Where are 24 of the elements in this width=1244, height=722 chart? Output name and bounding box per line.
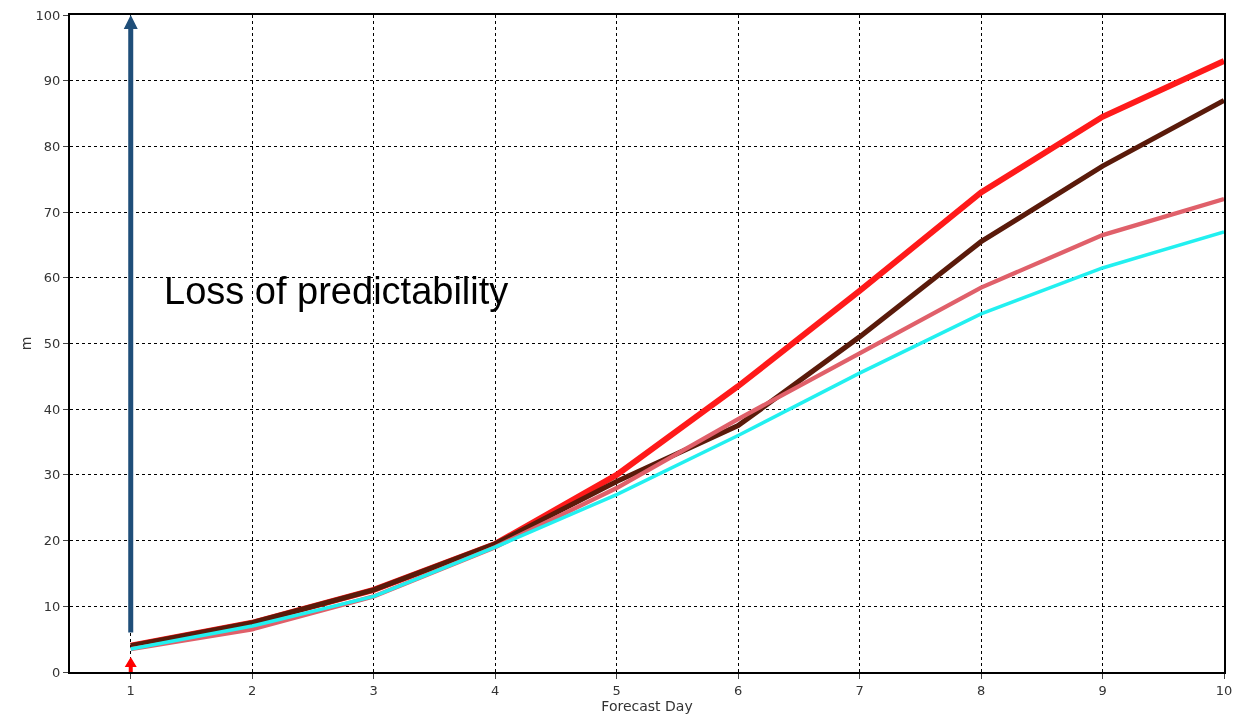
y-tick-label: 0 <box>52 664 61 680</box>
x-tick-label: 8 <box>976 682 986 698</box>
x-tick-label: 7 <box>855 682 864 698</box>
annotation: Loss of predictability <box>164 270 509 312</box>
y-tick-label: 100 <box>35 7 61 23</box>
y-tick-label: 10 <box>43 598 61 614</box>
y-tick-label: 70 <box>43 204 61 220</box>
x-tick-label: 5 <box>612 682 621 698</box>
y-tick-label: 60 <box>43 270 61 286</box>
x-tick-label: 3 <box>369 682 378 698</box>
x-tick-label: 2 <box>248 682 257 698</box>
x-tick-label: 10 <box>1215 682 1233 698</box>
y-tick-label: 20 <box>43 533 61 549</box>
y-axis-title: m <box>18 336 34 351</box>
x-tick-label: 4 <box>491 682 500 698</box>
x-tick-label: 6 <box>733 682 743 698</box>
y-tick-label: 90 <box>43 73 61 89</box>
x-tick-label: 9 <box>1098 682 1107 698</box>
x-tick-label: 1 <box>126 682 135 698</box>
x-axis-title: Forecast Day <box>601 697 693 714</box>
y-tick-label: 80 <box>43 138 61 154</box>
y-tick-label: 40 <box>43 401 61 417</box>
y-tick-label: 50 <box>43 336 61 352</box>
y-tick-label: 30 <box>43 467 61 483</box>
